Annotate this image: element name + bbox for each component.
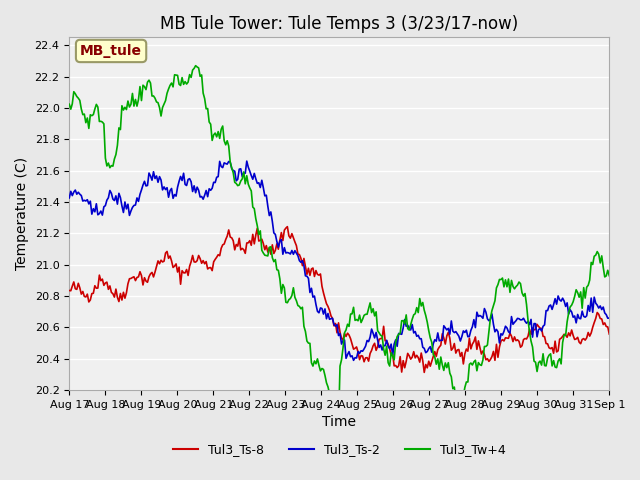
Y-axis label: Temperature (C): Temperature (C)	[15, 157, 29, 270]
Title: MB Tule Tower: Tule Temps 3 (3/23/17-now): MB Tule Tower: Tule Temps 3 (3/23/17-now…	[160, 15, 518, 33]
X-axis label: Time: Time	[323, 415, 356, 429]
Text: MB_tule: MB_tule	[80, 44, 142, 58]
Legend: Tul3_Ts-8, Tul3_Ts-2, Tul3_Tw+4: Tul3_Ts-8, Tul3_Ts-2, Tul3_Tw+4	[168, 438, 511, 461]
